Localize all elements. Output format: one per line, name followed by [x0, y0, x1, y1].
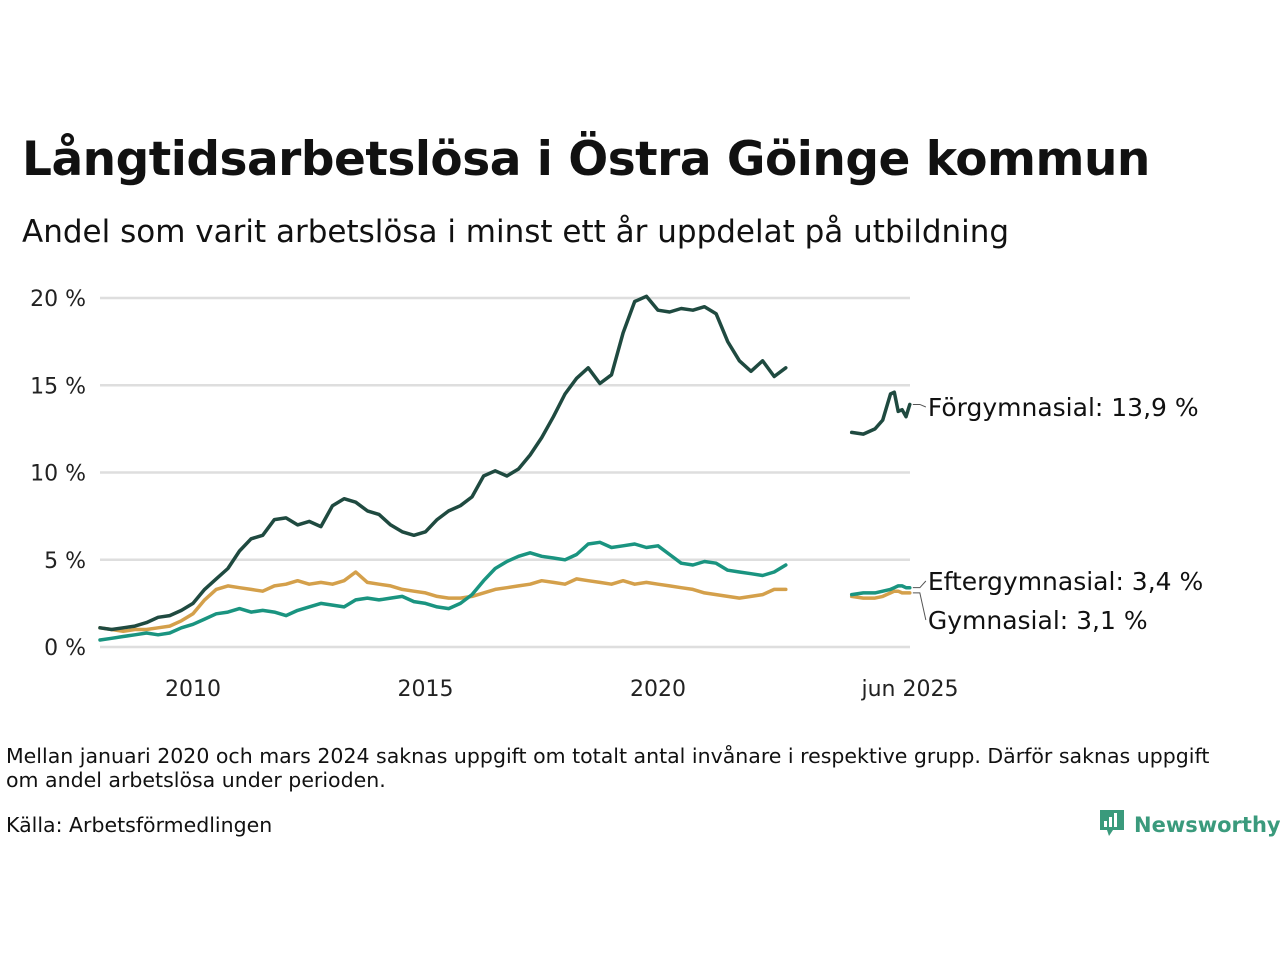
label-leader	[912, 592, 927, 621]
end-label-förgymnasial: Förgymnasial: 13,9 %	[928, 393, 1199, 422]
brand-name: Newsworthy	[1134, 813, 1280, 837]
chart-title: Långtidsarbetslösa i Östra Göinge kommun	[22, 132, 1150, 187]
newsworthy-logo: Newsworthy	[1098, 808, 1280, 842]
x-tick-label: 2020	[630, 677, 686, 702]
series-line-förgymnasial	[98, 294, 788, 632]
y-tick-label: 20 %	[30, 287, 86, 312]
source-text: Källa: Arbetsförmedlingen	[6, 813, 273, 837]
y-tick-label: 0 %	[44, 636, 86, 661]
series-line-gymnasial	[849, 589, 912, 600]
end-labels: Förgymnasial: 13,9 % Eftergymnasial: 3,4 …	[912, 393, 1203, 635]
series-line-eftergymnasial	[849, 584, 912, 597]
end-label-gymnasial: Gymnasial: 3,1 %	[928, 606, 1148, 635]
y-axis: 0 % 5 % 10 % 15 % 20 %	[30, 287, 86, 661]
x-axis: 2010 2015 2020 jun 2025	[165, 677, 958, 702]
series-lines	[98, 294, 912, 642]
series-line-gymnasial	[98, 570, 788, 634]
x-tick-label: 2015	[397, 677, 453, 702]
x-tick-label: jun 2025	[861, 677, 959, 702]
end-label-eftergymnasial: Eftergymnasial: 3,4 %	[928, 567, 1203, 596]
label-leader	[912, 580, 927, 589]
footnote: Mellan januari 2020 och mars 2024 saknas…	[6, 744, 1210, 792]
gridlines	[100, 296, 910, 649]
x-tick-label: 2010	[165, 677, 221, 702]
series-line-förgymnasial	[849, 390, 912, 436]
y-tick-label: 15 %	[30, 374, 86, 399]
y-tick-label: 5 %	[44, 549, 86, 574]
series-line-eftergymnasial	[98, 540, 788, 642]
label-leader	[912, 403, 927, 408]
chart-subtitle: Andel som varit arbetslösa i minst ett å…	[22, 214, 1010, 250]
newsworthy-chart-icon	[1098, 808, 1126, 842]
y-tick-label: 10 %	[30, 462, 86, 487]
